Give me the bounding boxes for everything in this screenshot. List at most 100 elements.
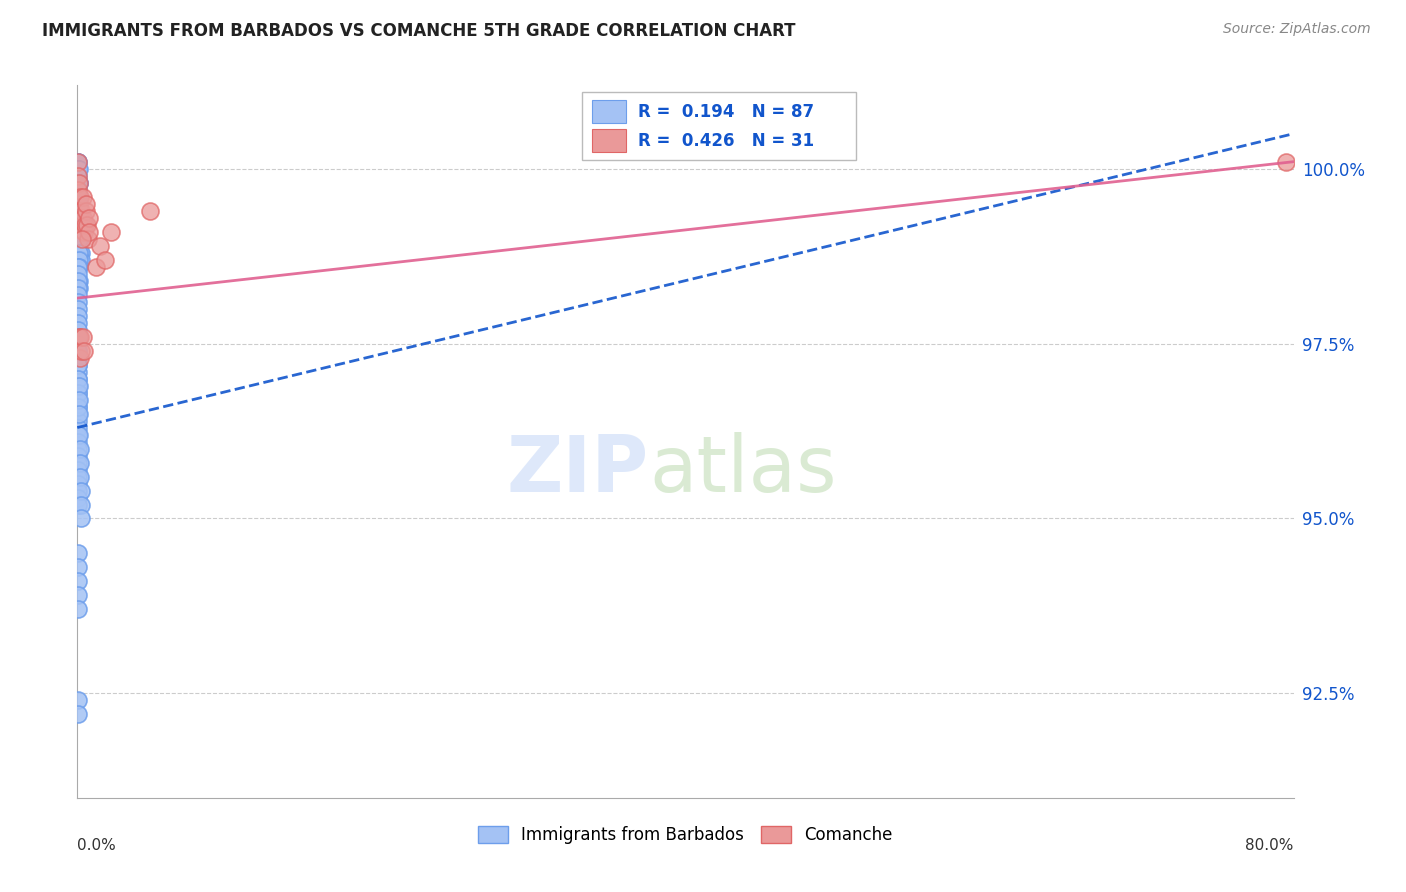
Point	[66, 154, 89, 169]
Point	[66, 154, 89, 169]
Point	[67, 378, 90, 392]
Point	[66, 336, 89, 351]
Point	[67, 232, 90, 246]
Text: atlas: atlas	[650, 432, 837, 508]
Point	[66, 602, 89, 616]
Point	[69, 196, 91, 211]
Point	[67, 329, 90, 343]
Legend: Immigrants from Barbados, Comanche: Immigrants from Barbados, Comanche	[471, 819, 900, 851]
Point	[93, 252, 115, 267]
Point	[66, 161, 89, 176]
Point	[69, 203, 91, 218]
Point	[67, 343, 90, 358]
Point	[73, 225, 96, 239]
Point	[67, 400, 90, 414]
Point	[66, 378, 89, 392]
Point	[66, 323, 89, 337]
Point	[67, 252, 90, 267]
Point	[66, 260, 89, 274]
Point	[66, 154, 89, 169]
Point	[69, 329, 91, 343]
Point	[66, 287, 89, 301]
FancyBboxPatch shape	[592, 101, 626, 123]
Point	[67, 385, 90, 400]
Point	[75, 218, 97, 232]
Point	[66, 491, 89, 505]
Point	[67, 176, 90, 190]
Point	[66, 343, 89, 358]
Point	[66, 469, 89, 483]
Point	[67, 245, 90, 260]
Point	[67, 274, 90, 288]
Point	[69, 351, 91, 365]
Point	[66, 420, 89, 434]
Point	[72, 211, 94, 225]
Point	[67, 196, 90, 211]
Point	[67, 260, 90, 274]
Point	[66, 329, 89, 343]
Point	[67, 169, 90, 183]
Point	[66, 413, 89, 427]
Point	[77, 232, 100, 246]
Point	[66, 267, 89, 281]
Point	[70, 232, 93, 246]
Point	[1275, 154, 1298, 169]
Point	[69, 211, 91, 225]
Point	[73, 343, 96, 358]
Text: 0.0%: 0.0%	[77, 838, 117, 853]
Point	[66, 449, 89, 463]
Point	[69, 456, 91, 470]
Point	[66, 589, 89, 603]
Point	[67, 161, 90, 176]
Point	[66, 400, 89, 414]
Point	[84, 260, 107, 274]
Point	[75, 203, 97, 218]
Point	[69, 245, 91, 260]
Point	[70, 218, 93, 232]
FancyBboxPatch shape	[582, 92, 856, 160]
FancyBboxPatch shape	[592, 129, 626, 153]
Point	[66, 442, 89, 456]
Text: 80.0%: 80.0%	[1246, 838, 1294, 853]
Point	[67, 196, 90, 211]
Point	[67, 189, 90, 203]
Text: Source: ZipAtlas.com: Source: ZipAtlas.com	[1223, 22, 1371, 37]
Point	[69, 218, 91, 232]
Point	[66, 560, 89, 574]
Point	[69, 469, 91, 483]
Point	[67, 407, 90, 421]
Point	[67, 176, 90, 190]
Point	[69, 427, 91, 442]
Point	[69, 442, 91, 456]
Point	[67, 392, 90, 407]
Point	[67, 169, 90, 183]
Text: R =  0.194   N = 87: R = 0.194 N = 87	[638, 103, 814, 120]
Point	[66, 392, 89, 407]
Point	[69, 483, 91, 498]
Point	[67, 211, 90, 225]
Point	[69, 211, 91, 225]
Point	[67, 371, 90, 385]
Point	[67, 176, 90, 190]
Point	[66, 407, 89, 421]
Point	[66, 498, 89, 512]
Point	[69, 280, 91, 294]
Point	[72, 329, 94, 343]
Point	[66, 301, 89, 316]
Point	[66, 294, 89, 309]
Point	[66, 316, 89, 330]
Point	[66, 351, 89, 365]
Point	[69, 232, 91, 246]
Point	[66, 385, 89, 400]
Point	[66, 462, 89, 476]
Point	[69, 511, 91, 525]
Point	[67, 176, 90, 190]
Point	[67, 358, 90, 372]
Text: R =  0.426   N = 31: R = 0.426 N = 31	[638, 132, 814, 150]
Point	[66, 371, 89, 385]
Point	[66, 456, 89, 470]
Point	[69, 498, 91, 512]
Point	[139, 203, 162, 218]
Point	[66, 358, 89, 372]
Point	[67, 161, 90, 176]
